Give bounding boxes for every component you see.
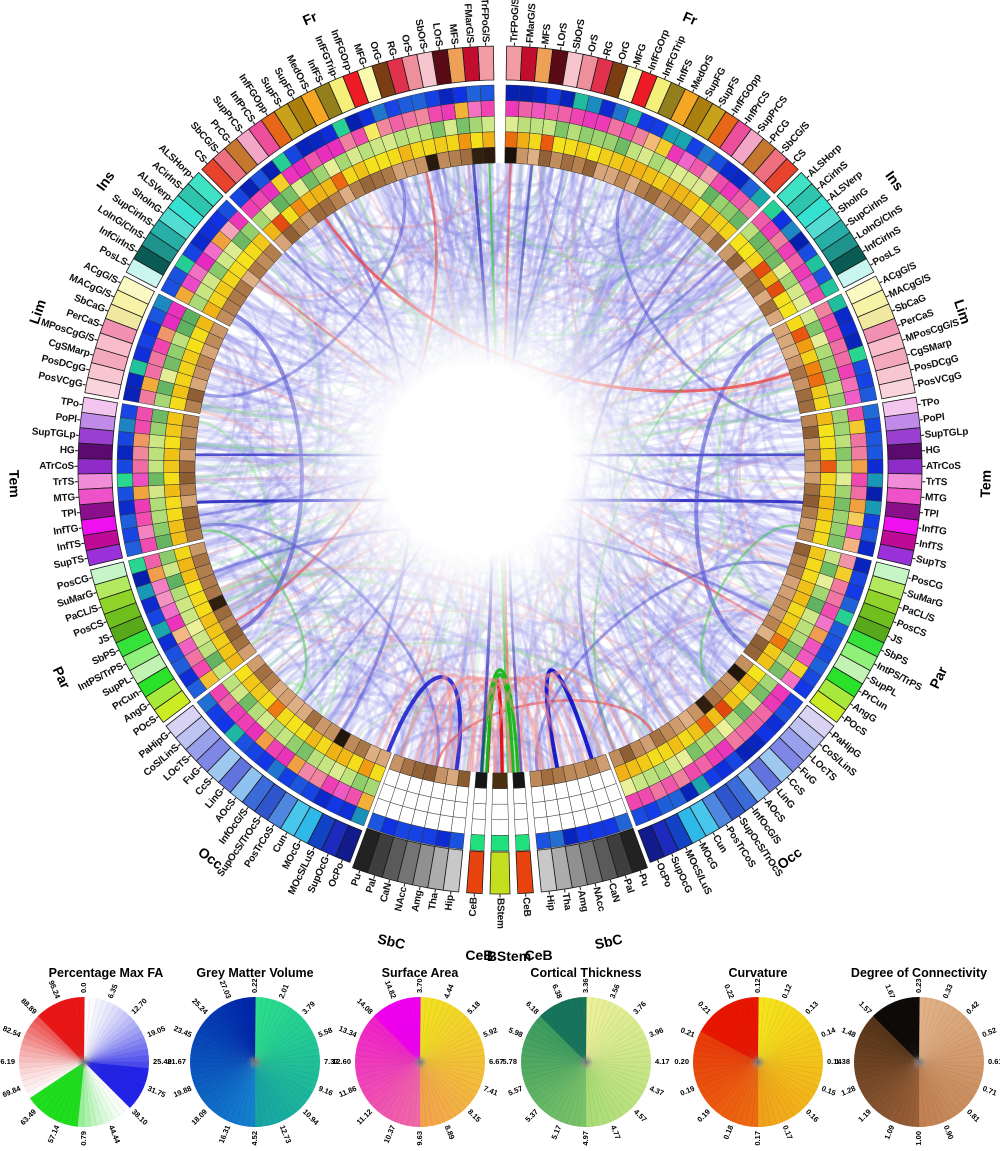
svg-text:3.70: 3.70 [415,978,424,993]
svg-text:5.78: 5.78 [502,1057,517,1066]
svg-text:TPl: TPl [61,508,77,521]
svg-text:3.36: 3.36 [581,978,590,993]
svg-text:Surface Area: Surface Area [382,966,460,980]
svg-text:HG: HG [60,445,75,457]
svg-text:HG: HG [925,445,940,457]
svg-text:Grey Matter Volume: Grey Matter Volume [196,966,313,980]
svg-text:12.60: 12.60 [332,1057,351,1066]
svg-text:Degree of Connectivity: Degree of Connectivity [851,966,987,980]
svg-text:MFS: MFS [540,23,553,45]
svg-text:CeB: CeB [468,897,480,917]
svg-text:0.23: 0.23 [914,978,923,993]
svg-text:ATrCoS: ATrCoS [926,461,961,472]
svg-text:MTG: MTG [53,492,76,505]
svg-text:Tem: Tem [977,470,994,498]
svg-text:14.52: 14.52 [250,1131,259,1146]
svg-text:Tem: Tem [6,470,23,498]
svg-text:ATrCoS: ATrCoS [39,461,74,472]
svg-text:MTG: MTG [925,492,948,505]
svg-text:0.17: 0.17 [753,1131,762,1146]
svg-text:1.38: 1.38 [835,1057,850,1066]
svg-text:TrTS: TrTS [926,477,948,489]
svg-text:TPl: TPl [923,508,939,521]
svg-text:Cortical Thickness: Cortical Thickness [530,966,641,980]
svg-text:CeB: CeB [520,897,532,917]
svg-text:Percentage Max FA: Percentage Max FA [49,966,164,980]
svg-text:TrFPoG/S: TrFPoG/S [509,0,521,42]
svg-text:50.79: 50.79 [79,1131,88,1146]
svg-text:0.12: 0.12 [753,978,762,993]
svg-text:Hip: Hip [443,894,456,911]
svg-text:0.0: 0.0 [79,983,88,993]
svg-text:MFS: MFS [447,23,460,45]
svg-text:4.97: 4.97 [581,1131,590,1146]
svg-text:BStem: BStem [494,898,505,929]
svg-text:TrTS: TrTS [53,477,75,489]
svg-text:BStem: BStem [487,948,531,964]
svg-text:9.63: 9.63 [415,1131,424,1146]
svg-text:Curvature: Curvature [728,966,787,980]
svg-text:21.67: 21.67 [167,1057,186,1066]
svg-text:Hip: Hip [544,894,557,911]
svg-text:1.00: 1.00 [914,1131,923,1146]
svg-text:0.20: 0.20 [674,1057,689,1066]
svg-text:0.22: 0.22 [250,978,259,993]
svg-text:TrFPoG/S: TrFPoG/S [478,0,490,43]
svg-text:0.61: 0.61 [988,1057,1000,1066]
svg-text:4.17: 4.17 [655,1057,670,1066]
svg-text:76.19: 76.19 [0,1057,15,1066]
